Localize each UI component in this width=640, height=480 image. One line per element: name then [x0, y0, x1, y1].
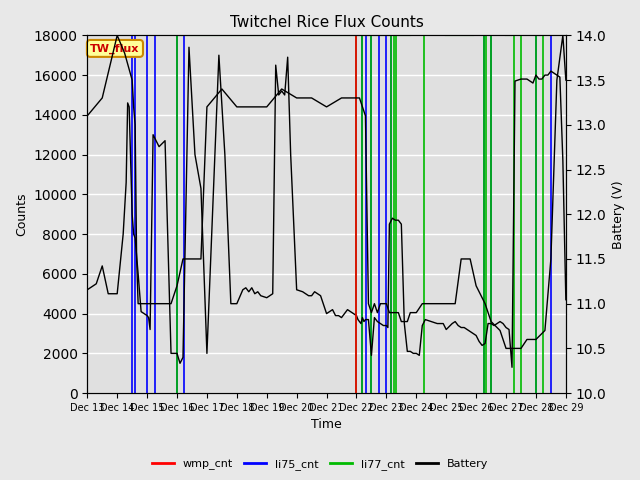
Y-axis label: Battery (V): Battery (V): [612, 180, 625, 249]
Text: TW_flux: TW_flux: [90, 43, 140, 54]
Y-axis label: Counts: Counts: [15, 192, 28, 236]
X-axis label: Time: Time: [311, 419, 342, 432]
Legend: wmp_cnt, li75_cnt, li77_cnt, Battery: wmp_cnt, li75_cnt, li77_cnt, Battery: [147, 455, 493, 474]
Title: Twitchel Rice Flux Counts: Twitchel Rice Flux Counts: [230, 15, 424, 30]
